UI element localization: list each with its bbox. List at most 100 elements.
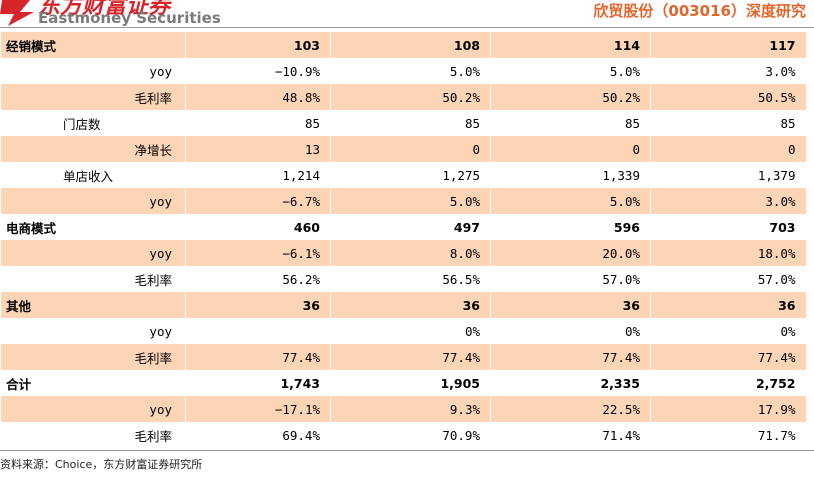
cell: 1,214 [185,162,331,188]
row-label: 门店数 [0,110,186,136]
cell: 5.0% [330,58,491,84]
logo-icon [0,0,34,26]
cell: 5.0% [330,188,491,214]
table-row: yoy 0% 0% 0% [0,318,806,344]
cell: 0% [490,318,651,344]
cell: 22.5% [490,396,651,422]
cell: 50.2% [330,84,491,110]
cell: 77.4% [185,344,331,370]
cell: 114 [490,32,651,58]
table-row: 经销模式 103 108 114 117 [0,32,806,58]
cell: 56.2% [185,266,331,292]
cell: −10.9% [185,58,331,84]
row-label: 毛利率 [0,266,186,292]
cell: 703 [650,214,806,240]
cell: 13 [185,136,331,162]
cell: 1,275 [330,162,491,188]
cell: 9.3% [330,396,491,422]
cell: 50.2% [490,84,651,110]
cell: 85 [330,110,491,136]
cell: 85 [490,110,651,136]
table-row: 毛利率 56.2% 56.5% 57.0% 57.0% [0,266,806,292]
cell: 20.0% [490,240,651,266]
table-row: yoy −6.7% 5.0% 5.0% 3.0% [0,188,806,214]
cell: 0 [490,136,651,162]
row-label: 毛利率 [0,344,186,370]
table-row: yoy −17.1% 9.3% 22.5% 17.9% [0,396,806,422]
cell: 71.7% [650,422,806,448]
table-row: yoy −6.1% 8.0% 20.0% 18.0% [0,240,806,266]
cell: 3.0% [650,188,806,214]
table-row: 电商模式 460 497 596 703 [0,214,806,240]
cell: 36 [330,292,491,318]
table-row: 毛利率 77.4% 77.4% 77.4% 77.4% [0,344,806,370]
cell: 497 [330,214,491,240]
table-row: 门店数 85 85 85 85 [0,110,806,136]
cell: 1,379 [650,162,806,188]
logo-en: Eastmoney Securities [38,9,221,27]
source-note: 资料来源：Choice，东方财富证券研究所 [0,458,203,471]
cell: 0 [330,136,491,162]
table-row: 单店收入 1,214 1,275 1,339 1,379 [0,162,806,188]
cell: 1,743 [185,370,331,396]
cell: 460 [185,214,331,240]
row-label: 合计 [0,370,186,396]
cell: 48.8% [185,84,331,110]
cell: 2,752 [650,370,806,396]
cell: 5.0% [490,188,651,214]
table-row: 毛利率 69.4% 70.9% 71.4% 71.7% [0,422,806,448]
cell: 1,339 [490,162,651,188]
cell: 77.4% [490,344,651,370]
row-label: 净增长 [0,136,186,162]
cell: 5.0% [490,58,651,84]
cell: 85 [185,110,331,136]
cell: 18.0% [650,240,806,266]
cell: 57.0% [490,266,651,292]
table: 经销模式 103 108 114 117 yoy −10.9% 5.0% 5.0% 3.0% 毛利率… [0,32,806,448]
cell: 596 [490,214,651,240]
cell [185,318,331,344]
cell: 50.5% [650,84,806,110]
cell: 36 [650,292,806,318]
row-label: 经销模式 [0,32,186,58]
cell: 77.4% [650,344,806,370]
cell: 17.9% [650,396,806,422]
logo-cn: 东方财富证券 [38,0,171,19]
cell: 36 [490,292,651,318]
cell: 71.4% [490,422,651,448]
table-row: yoy −10.9% 5.0% 5.0% 3.0% [0,58,806,84]
cell: 36 [185,292,331,318]
table-row: 其他 36 36 36 36 [0,292,806,318]
row-label: yoy [0,240,186,266]
row-label: 电商模式 [0,214,186,240]
row-label: 其他 [0,292,186,318]
row-label: yoy [0,318,186,344]
cell: 108 [330,32,491,58]
cell: 8.0% [330,240,491,266]
footer-rule [0,450,814,451]
row-label: yoy [0,188,186,214]
cell: 69.4% [185,422,331,448]
row-label: yoy [0,58,186,84]
report-title: 欣贸股份（003016）深度研究 [593,2,806,20]
cell: 70.9% [330,422,491,448]
cell: 1,905 [330,370,491,396]
table-row: 毛利率 48.8% 50.2% 50.2% 50.5% [0,84,806,110]
table-row: 合计 1,743 1,905 2,335 2,752 [0,370,806,396]
cell: 2,335 [490,370,651,396]
cell: 103 [185,32,331,58]
row-label: 毛利率 [0,84,186,110]
table-row: 净增长 13 0 0 0 [0,136,806,162]
cell: 77.4% [330,344,491,370]
cell: 56.5% [330,266,491,292]
cell: 3.0% [650,58,806,84]
cell: 57.0% [650,266,806,292]
cell: −6.1% [185,240,331,266]
cell: −6.7% [185,188,331,214]
row-label: yoy [0,396,186,422]
cell: 0% [650,318,806,344]
row-label: 单店收入 [0,162,186,188]
cell: −17.1% [185,396,331,422]
cell: 0% [330,318,491,344]
